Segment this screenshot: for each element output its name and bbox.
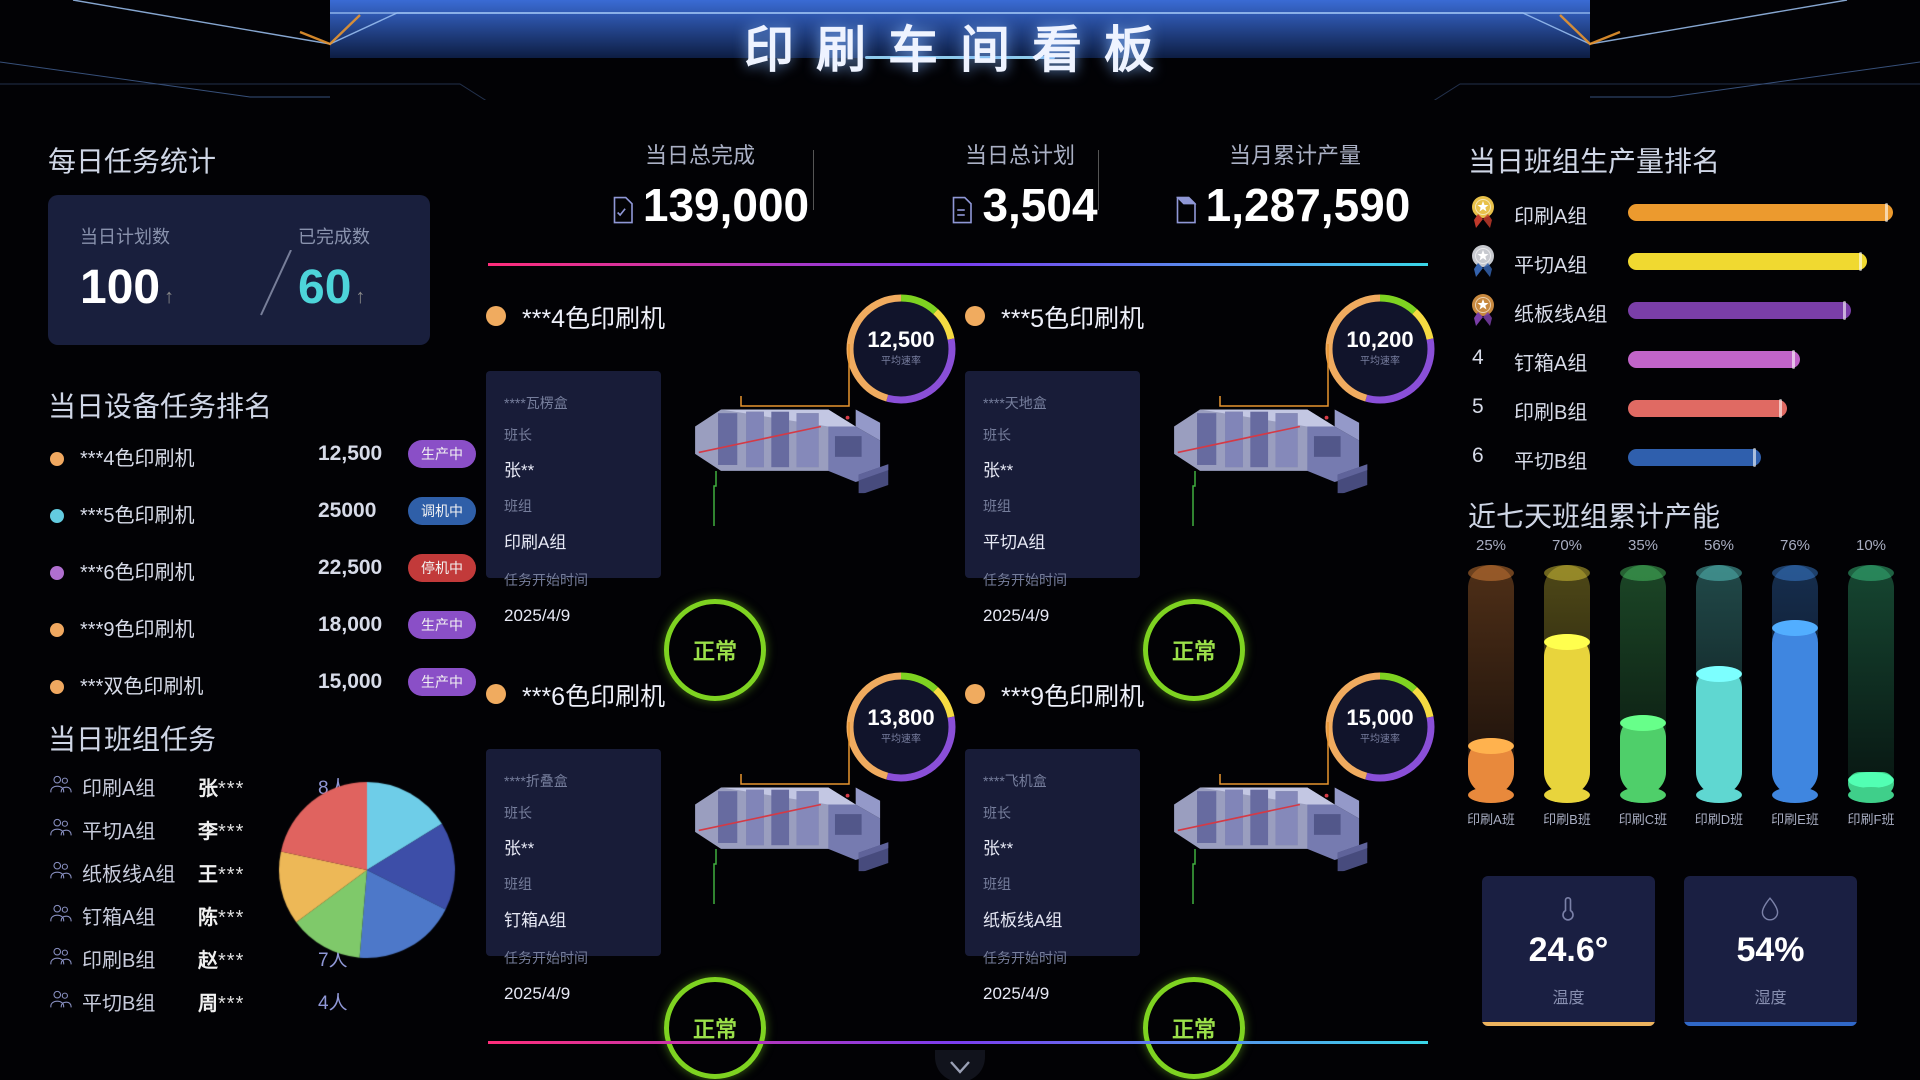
svg-text:平均速率: 平均速率 (881, 732, 921, 745)
svg-text:平均速率: 平均速率 (1360, 354, 1400, 367)
svg-text:15,000: 15,000 (1346, 705, 1413, 730)
svg-text:平均速率: 平均速率 (881, 354, 921, 367)
svg-text:平均速率: 平均速率 (1360, 732, 1400, 745)
svg-text:10,200: 10,200 (1346, 327, 1413, 352)
svg-text:12,500: 12,500 (867, 327, 934, 352)
svg-text:13,800: 13,800 (867, 705, 934, 730)
